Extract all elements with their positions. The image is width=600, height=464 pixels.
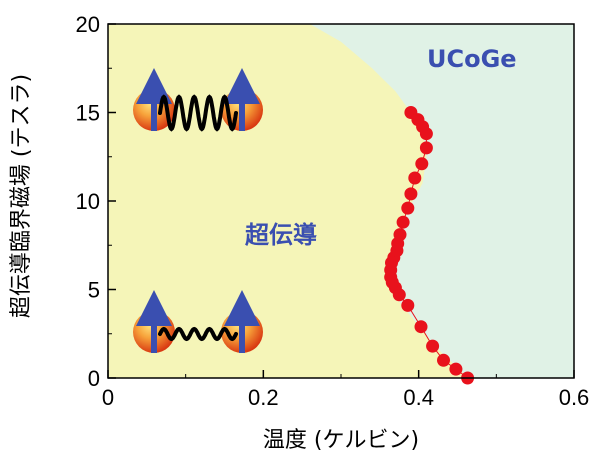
spin-pair-weak-icon [133,290,263,353]
y-axis: 0 5 10 15 20 [76,12,116,391]
spin-pair-strong-icon [133,68,263,132]
x-tick-label: 0 [102,385,114,410]
data-point [393,228,407,242]
data-point [408,171,422,185]
x-axis-title: 温度 (ケルビン) [263,428,419,453]
x-axis: 0 0.2 0.4 0.6 [102,370,589,410]
data-point [401,201,415,215]
data-points [384,106,475,385]
data-point [419,141,433,155]
x-tick-label: 0.6 [559,385,590,410]
data-point [415,157,429,171]
data-point [404,106,418,119]
superconducting-label: 超伝導 [245,221,317,249]
data-point [404,187,418,201]
x-tick-label: 0.4 [403,385,434,410]
y-tick-label: 15 [76,101,100,126]
material-label: UCoGe [427,45,517,73]
data-point [437,353,450,367]
x-tick-label: 0.2 [248,385,279,410]
y-axis-title: 超伝導臨界磁場 (テスラ) [9,74,34,318]
data-point [401,298,415,312]
y-tick-label: 0 [88,366,100,391]
data-point [426,339,440,353]
y-tick-label: 5 [88,278,100,303]
data-point [414,320,428,334]
y-tick-label: 20 [76,12,100,37]
data-point [449,362,463,376]
y-tick-label: 10 [76,189,100,214]
data-point [396,215,410,229]
